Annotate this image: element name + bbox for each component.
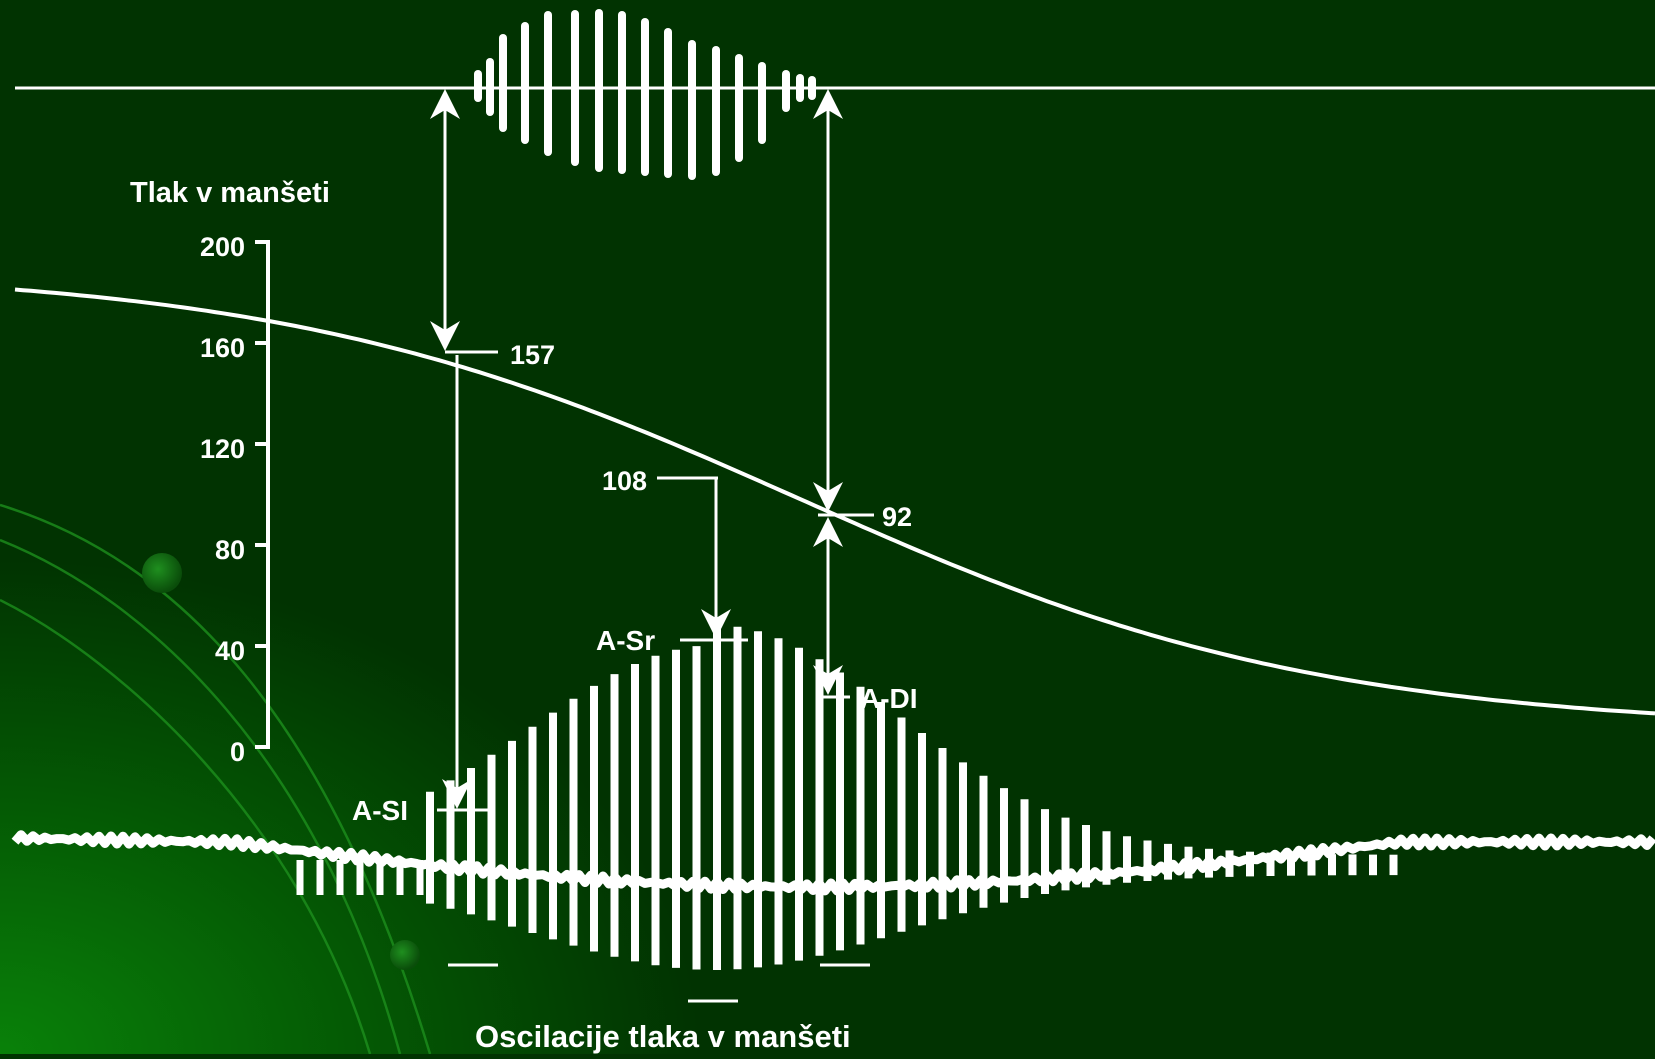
- decorative-dot: [142, 553, 182, 593]
- mean-pressure-value: 108: [602, 466, 647, 496]
- diastolic-amplitude-label: A-DI: [860, 683, 918, 714]
- axis-tick-label: 200: [200, 232, 245, 262]
- axis-tick-label: 160: [200, 333, 245, 363]
- mean-amplitude-label: A-Sr: [596, 625, 655, 656]
- oscillation-title: Oscilacije tlaka v manšeti: [475, 1019, 851, 1054]
- axis-tick-label: 40: [215, 636, 245, 666]
- cuff-pressure-title: Tlak v manšeti: [130, 177, 330, 209]
- decorative-dot: [390, 940, 420, 970]
- axis-tick-label: 0: [230, 737, 245, 767]
- measurement-markers: [430, 89, 874, 1003]
- pressure-axis: 200 160 120 80 40 0: [200, 232, 270, 767]
- oscillation-baseline: [11, 830, 1655, 896]
- decorative-arcs: [0, 503, 432, 1055]
- axis-tick-label: 80: [215, 535, 245, 565]
- bottom-oscillation-trace: [296, 625, 1398, 970]
- axis-tick-label: 120: [200, 434, 245, 464]
- diastolic-pressure-value: 92: [882, 502, 912, 532]
- top-oscillation-trace: [15, 9, 1655, 180]
- corner-glow: [0, 560, 700, 1054]
- systolic-amplitude-label: A-SI: [352, 795, 408, 826]
- systolic-pressure-value: 157: [510, 340, 555, 370]
